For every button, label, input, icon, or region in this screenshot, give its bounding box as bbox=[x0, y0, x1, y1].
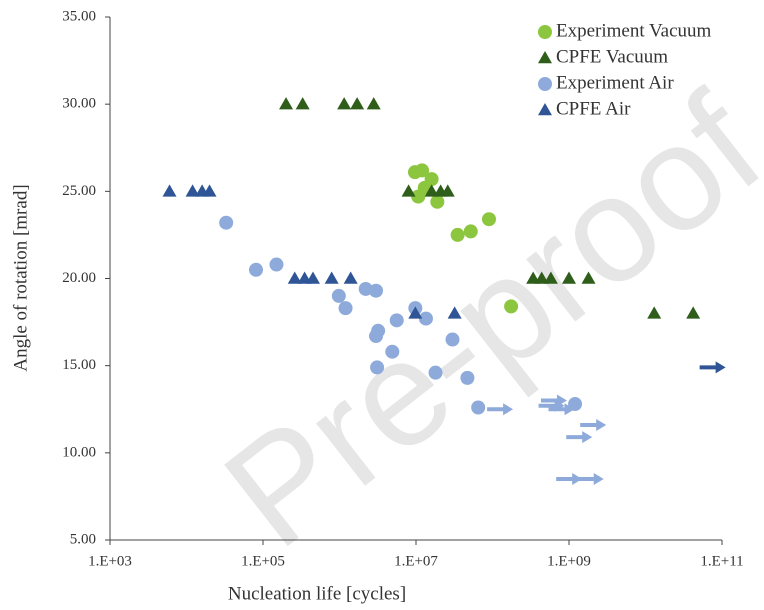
triangle-marker bbox=[279, 97, 294, 110]
x-tick-label: 1.E+07 bbox=[394, 553, 438, 569]
circle-marker bbox=[358, 281, 373, 296]
circle-marker bbox=[338, 301, 353, 316]
triangle-marker bbox=[401, 184, 416, 197]
y-tick-label: 30.00 bbox=[62, 96, 96, 112]
triangle-marker bbox=[305, 271, 320, 284]
y-tick-label: 15.00 bbox=[62, 357, 96, 373]
triangle-marker bbox=[447, 306, 462, 319]
y-tick-label: 5.00 bbox=[70, 531, 96, 547]
circle-marker bbox=[463, 224, 478, 239]
triangle-marker bbox=[538, 51, 552, 64]
triangle-marker bbox=[350, 97, 365, 110]
triangle-marker bbox=[162, 184, 177, 197]
circle-marker bbox=[331, 288, 346, 303]
circle-marker bbox=[385, 344, 400, 359]
legend-label: CPFE Air bbox=[556, 98, 631, 119]
triangle-marker bbox=[686, 306, 701, 319]
y-tick-label: 25.00 bbox=[62, 183, 96, 199]
y-axis-title: Angle of rotation [mrad] bbox=[10, 184, 31, 371]
runout-arrow bbox=[580, 418, 607, 431]
triangle-marker bbox=[647, 306, 662, 319]
circle-marker bbox=[368, 283, 383, 298]
triangle-marker bbox=[424, 184, 439, 197]
triangle-marker bbox=[534, 271, 549, 284]
circle-marker bbox=[418, 311, 433, 326]
circle-marker bbox=[269, 257, 284, 272]
triangle-marker bbox=[440, 184, 455, 197]
circle-marker bbox=[415, 163, 430, 178]
runout-arrow bbox=[699, 361, 726, 374]
triangle-marker bbox=[366, 97, 381, 110]
legend-label: Experiment Air bbox=[556, 72, 674, 93]
x-tick-label: 1.E+09 bbox=[547, 553, 591, 569]
triangle-marker bbox=[185, 184, 200, 197]
triangle-marker bbox=[202, 184, 217, 197]
circle-marker bbox=[428, 365, 443, 380]
triangle-marker bbox=[543, 271, 558, 284]
circle-marker bbox=[248, 262, 263, 277]
triangle-marker bbox=[538, 103, 552, 116]
triangle-marker bbox=[324, 271, 339, 284]
x-tick-label: 1.E+03 bbox=[88, 553, 132, 569]
y-tick-label: 10.00 bbox=[62, 444, 96, 460]
triangle-marker bbox=[337, 97, 352, 110]
y-tick-label: 35.00 bbox=[62, 8, 96, 24]
runout-arrow bbox=[548, 403, 575, 416]
x-axis-title: Nucleation life [cycles] bbox=[228, 583, 406, 604]
legend-label: CPFE Vacuum bbox=[556, 46, 668, 67]
triangle-marker bbox=[562, 271, 576, 284]
circle-marker bbox=[460, 370, 475, 385]
circle-marker bbox=[389, 313, 404, 328]
circle-marker bbox=[481, 212, 496, 227]
legend-label: Experiment Vacuum bbox=[556, 20, 712, 41]
triangle-marker bbox=[408, 306, 423, 319]
circle-marker bbox=[538, 77, 552, 91]
triangle-marker bbox=[295, 97, 310, 110]
circle-marker bbox=[504, 299, 519, 314]
triangle-marker bbox=[343, 271, 358, 284]
circle-marker bbox=[430, 194, 445, 209]
circle-marker bbox=[368, 329, 383, 344]
triangle-marker bbox=[287, 271, 302, 284]
circle-marker bbox=[538, 25, 552, 39]
triangle-marker bbox=[581, 271, 596, 284]
watermark: Pre-proof bbox=[194, 61, 764, 579]
circle-marker bbox=[450, 227, 465, 242]
circle-marker bbox=[370, 360, 385, 375]
y-tick-label: 20.00 bbox=[62, 270, 96, 286]
x-tick-label: 1.E+05 bbox=[241, 553, 285, 569]
runout-arrow bbox=[566, 431, 593, 444]
runout-arrow bbox=[556, 472, 583, 485]
circle-marker bbox=[219, 215, 234, 230]
runout-arrow bbox=[487, 403, 514, 416]
x-tick-label: 1.E+11 bbox=[700, 553, 743, 569]
circle-marker bbox=[471, 400, 486, 415]
runout-arrow bbox=[577, 472, 604, 485]
circle-marker bbox=[445, 332, 460, 347]
